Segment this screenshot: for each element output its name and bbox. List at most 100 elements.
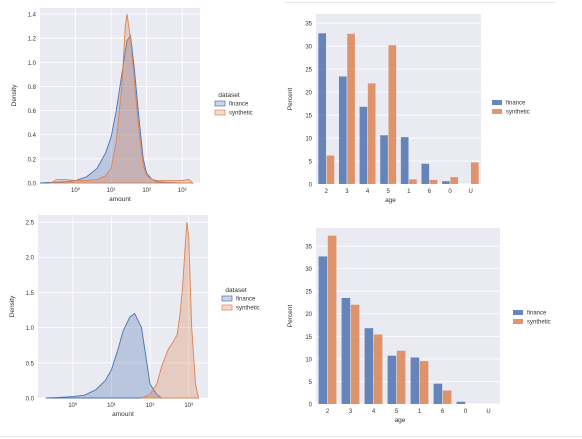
y-axis-label: Density xyxy=(11,84,18,106)
x-tick-label: 3 xyxy=(349,409,353,415)
x-tick-label: 0 xyxy=(464,409,468,415)
bar-finance-2 xyxy=(318,33,327,184)
bar-finance-4 xyxy=(364,328,374,404)
y-tick-label: 15 xyxy=(305,335,312,341)
x-tick-label: 4 xyxy=(372,409,376,415)
bar-finance-5 xyxy=(380,135,388,184)
x-tick-label: 10² xyxy=(146,403,155,409)
x-tick-label: U xyxy=(469,189,473,195)
bar-finance-0 xyxy=(456,401,466,404)
bar-synthetic-2 xyxy=(327,235,337,404)
y-axis-label: Percent xyxy=(287,305,294,328)
bar-finance-2 xyxy=(318,256,328,404)
x-tick-label: 5 xyxy=(395,409,399,415)
bar-synthetic-4 xyxy=(373,334,383,404)
y-tick-label: 25 xyxy=(305,290,312,296)
y-tick-label: 2.0 xyxy=(26,256,35,262)
legend-label-synthetic: synthetic xyxy=(236,306,260,312)
bar-synthetic-U xyxy=(470,162,479,184)
legend: dataset finance synthetic xyxy=(221,287,260,312)
legend-label-synthetic: synthetic xyxy=(229,111,253,117)
x-tick-label: 1 xyxy=(418,409,422,415)
bar-synthetic-6 xyxy=(429,179,438,184)
y-tick-label: 0.6 xyxy=(28,109,37,115)
bar-synthetic-2 xyxy=(326,155,335,184)
bar-synthetic-3 xyxy=(347,33,355,184)
bottom-divider xyxy=(0,436,582,437)
legend-swatch-finance xyxy=(214,100,226,107)
bar-finance-1 xyxy=(410,357,420,404)
y-tick-label: 25 xyxy=(305,68,312,74)
x-tick-label: 2 xyxy=(326,409,330,415)
bar-finance-3 xyxy=(338,76,347,184)
y-tick-label: 1.0 xyxy=(26,326,35,332)
legend-swatch-finance xyxy=(221,295,233,302)
bar-synthetic-4 xyxy=(367,83,376,184)
density-area-finance xyxy=(45,312,164,399)
bar-synthetic-5 xyxy=(388,45,397,185)
legend-label-finance: finance xyxy=(229,102,249,108)
y-tick-label: 2.5 xyxy=(26,221,35,227)
y-tick-label: 20 xyxy=(305,312,312,318)
y-tick-label: 0 xyxy=(309,403,313,409)
x-tick-label: 10¹ xyxy=(107,403,116,409)
bar-synthetic-1 xyxy=(419,361,429,404)
bar-finance-1 xyxy=(400,137,409,184)
legend-label-finance: finance xyxy=(236,297,256,303)
x-tick-label: 3 xyxy=(345,189,349,195)
x-tick-label: 10² xyxy=(142,188,151,194)
y-tick-label: 30 xyxy=(305,267,312,273)
legend-label-finance: finance xyxy=(506,101,526,107)
x-tick-label: 5 xyxy=(387,189,391,195)
legend: dataset finance synthetic xyxy=(214,92,253,117)
legend-title: dataset xyxy=(218,92,240,99)
legend-swatch-finance xyxy=(492,100,502,105)
y-tick-label: 1.0 xyxy=(28,61,37,67)
x-axis-label: amount xyxy=(112,411,134,418)
x-tick-label: 0 xyxy=(448,189,452,195)
legend-swatch-synthetic xyxy=(513,319,523,324)
x-tick-label: 10¹ xyxy=(107,188,116,194)
y-tick-label: 0.0 xyxy=(26,397,35,403)
x-tick-label: 10⁰ xyxy=(71,187,81,194)
x-tick-label: U xyxy=(486,409,490,415)
y-tick-label: 0.4 xyxy=(28,133,37,139)
y-tick-label: 1.5 xyxy=(26,291,35,297)
y-tick-label: 1.2 xyxy=(28,37,37,43)
plot-background xyxy=(40,8,200,183)
bar-synthetic-0 xyxy=(450,177,459,184)
bar-finance-6 xyxy=(421,163,430,184)
x-tick-label: 2 xyxy=(325,189,329,195)
bar-finance-4 xyxy=(359,106,368,184)
bar-synthetic-3 xyxy=(350,304,360,404)
bar-finance-3 xyxy=(341,297,351,404)
chart-1: 0.0 0.2 0.4 0.6 0.8 1.0 1.2 1.4 10⁰ 10¹ 10² 10³ amou… xyxy=(11,8,253,203)
chart-3: 0.0 0.5 1.0 1.5 2.0 2.5 10⁰ 10¹ 10² 10³ amount Dens… xyxy=(9,215,260,418)
density-area-synthetic xyxy=(141,221,200,399)
y-tick-label: 1.4 xyxy=(28,13,37,19)
y-tick-label: 5 xyxy=(309,160,313,166)
bar-synthetic-6 xyxy=(442,390,452,404)
density-area-finance xyxy=(39,34,183,184)
density-area-synthetic xyxy=(49,13,195,184)
y-tick-label: 20 xyxy=(305,91,312,97)
legend-swatch-synthetic xyxy=(214,109,226,116)
x-tick-label: 10³ xyxy=(184,403,193,409)
y-tick-label: 0.5 xyxy=(26,361,35,367)
x-tick-label: 6 xyxy=(441,409,445,415)
top-divider xyxy=(285,2,555,3)
x-axis-label: age xyxy=(385,197,396,204)
y-axis-label: Density xyxy=(9,295,16,317)
legend-swatch-synthetic xyxy=(492,109,502,114)
y-tick-label: 10 xyxy=(305,357,312,363)
legend: finance synthetic xyxy=(492,100,530,116)
legend-title: dataset xyxy=(225,287,247,294)
bar-finance-6 xyxy=(433,383,443,404)
bar-synthetic-5 xyxy=(396,350,406,404)
y-tick-label: 5 xyxy=(309,380,313,386)
y-tick-label: 10 xyxy=(305,137,312,143)
